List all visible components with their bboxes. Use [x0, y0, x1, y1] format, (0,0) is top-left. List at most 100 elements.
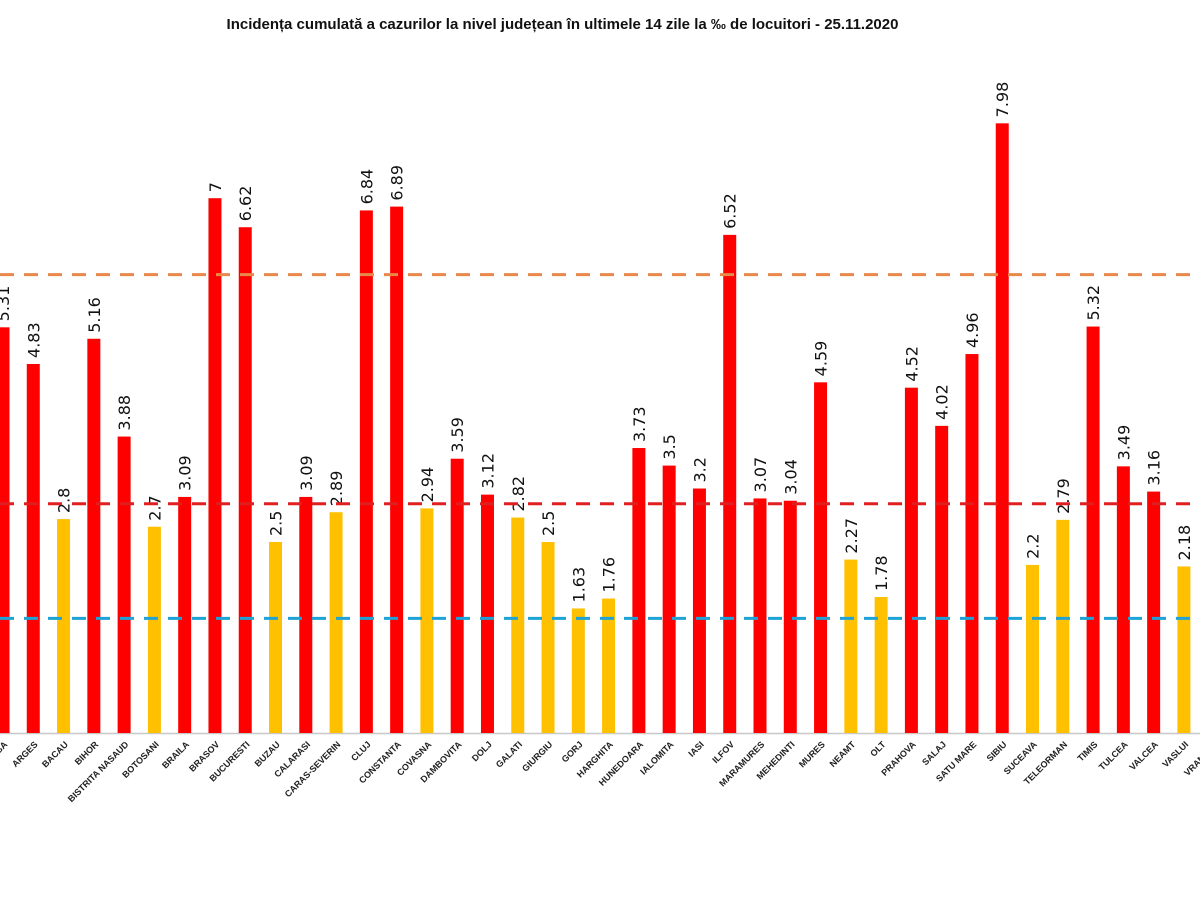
bar-neamt — [844, 559, 858, 733]
bar-alba — [0, 327, 10, 733]
tick-label: ILFOV — [710, 739, 736, 765]
tick-label: BACAU — [40, 739, 70, 769]
bar-giurgiu — [541, 542, 555, 733]
tick-label: ARGES — [10, 739, 40, 769]
data-label: 2.8 — [55, 488, 74, 513]
data-label: 6.52 — [721, 193, 740, 229]
data-label: 3.04 — [781, 459, 800, 495]
data-label: 5.32 — [1084, 285, 1103, 321]
data-label: 4.96 — [963, 312, 982, 348]
data-label: 3.49 — [1114, 425, 1133, 461]
tick-label: CLUJ — [349, 739, 373, 763]
bar-mures — [814, 382, 828, 733]
tick-label: TIMIS — [1075, 739, 1099, 763]
tick-label: SALAJ — [920, 739, 948, 767]
data-label: 3.59 — [448, 417, 467, 453]
bar-covasna — [420, 508, 434, 733]
bar-salaj — [935, 425, 949, 733]
tick-label: VALCEA — [1127, 739, 1160, 772]
bar-dambovita — [450, 458, 464, 733]
bar-timis — [1086, 326, 1100, 733]
data-label: 4.52 — [902, 346, 921, 382]
bar-hunedoara — [632, 448, 646, 733]
chart-title: Incidența cumulată a cazurilor la nivel … — [226, 16, 899, 33]
data-label: 6.89 — [388, 165, 407, 201]
tick-label: BUZAU — [253, 739, 282, 768]
tick-label: IALOMITA — [638, 739, 676, 777]
data-label: 3.12 — [478, 453, 497, 489]
data-label: 1.78 — [872, 555, 891, 591]
bar-dolj — [480, 494, 494, 733]
bar-buzau — [269, 542, 283, 733]
data-label: 5.16 — [85, 297, 104, 333]
data-label: 2.7 — [145, 495, 164, 520]
data-label: 2.5 — [539, 511, 558, 536]
data-label: 3.2 — [690, 457, 709, 482]
data-label: 6.84 — [357, 169, 376, 205]
data-label: 4.59 — [812, 341, 831, 377]
bar-harghita — [602, 598, 616, 733]
bar-mehedinti — [783, 500, 797, 733]
bar-cluj — [359, 210, 373, 733]
bar-bihor — [87, 338, 101, 733]
bar-olt — [874, 597, 888, 733]
data-label: 2.89 — [327, 471, 346, 507]
data-label: 3.07 — [751, 457, 770, 493]
tick-label: GORJ — [560, 739, 585, 764]
tick-label: CARAS-SEVERIN — [283, 739, 343, 799]
tick-label: VASLUI — [1160, 739, 1190, 769]
bar-calarasi — [299, 496, 313, 733]
bar-braila — [178, 496, 192, 733]
bar-botosani — [147, 526, 161, 733]
data-label: 1.76 — [600, 557, 619, 593]
tick-label: MURES — [797, 739, 827, 769]
bar-valcea — [1147, 491, 1161, 733]
data-label: 3.5 — [660, 434, 679, 459]
data-label: 3.88 — [115, 395, 134, 431]
tick-label: SIBIU — [985, 739, 1009, 763]
data-label: 3.09 — [176, 455, 195, 491]
data-label: 6.62 — [236, 186, 255, 222]
data-label: 2.82 — [509, 476, 528, 512]
bar-bacau — [57, 519, 71, 733]
data-label: 7 — [206, 182, 225, 192]
data-label: 2.79 — [1054, 478, 1073, 514]
bar-maramures — [753, 498, 767, 733]
bar-caras-severin — [329, 512, 343, 733]
bar-prahova — [904, 387, 918, 733]
data-label: 2.94 — [418, 467, 437, 503]
data-label: 2.27 — [842, 518, 861, 554]
bar-ialomita — [662, 465, 676, 733]
bar-arges — [26, 363, 40, 733]
data-label: 3.73 — [630, 406, 649, 442]
data-label: 1.63 — [569, 567, 588, 603]
data-label: 5.31 — [0, 286, 13, 322]
bar-teleorman — [1056, 519, 1070, 733]
bar-bistrita-nasaud — [117, 436, 131, 733]
bar-constanta — [390, 206, 404, 733]
bar-gorj — [571, 608, 585, 733]
bar-tulcea — [1116, 466, 1130, 733]
bar-sibiu — [995, 123, 1009, 733]
tick-label: IASI — [686, 739, 705, 758]
bar-suceava — [1026, 564, 1040, 733]
tick-label: ALBA — [0, 739, 10, 764]
bar-galati — [511, 517, 525, 733]
bar-satu-mare — [965, 354, 979, 733]
data-label: 4.02 — [933, 384, 952, 420]
data-label: 2.2 — [1024, 533, 1043, 558]
tick-label: GIURGIU — [520, 739, 554, 773]
data-label: 7.98 — [993, 82, 1012, 118]
bar-iasi — [692, 488, 706, 733]
bar-brasov — [208, 198, 222, 733]
data-label: 2.18 — [1175, 525, 1194, 561]
tick-label: OLT — [868, 739, 888, 759]
tick-label: DOLJ — [470, 739, 494, 763]
data-label: 4.83 — [24, 322, 43, 358]
tick-label: TULCEA — [1097, 739, 1130, 772]
data-label: 3.09 — [297, 455, 316, 491]
tick-label: NEAMT — [828, 739, 858, 769]
tick-label: BIHOR — [73, 739, 101, 767]
tick-label: GALATI — [494, 739, 524, 769]
